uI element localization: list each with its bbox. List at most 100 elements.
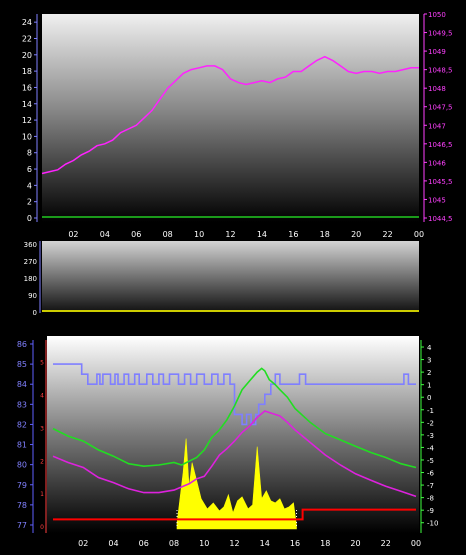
pressure-tick-label: 1048: [428, 85, 446, 93]
wind-tick-label: 12: [22, 116, 32, 125]
x-tick-label-bottom: 08: [169, 539, 179, 548]
direction-letter-w: W: [437, 260, 448, 273]
pressure-axis-label: Luftdruck: [374, 1, 426, 14]
pressure-line: [41, 55, 419, 175]
humidity-tick-label: 82: [17, 420, 27, 429]
rain-tick-label: 0: [40, 524, 44, 531]
wind-direction-plot-area: [42, 241, 419, 312]
weather-plot-area: [47, 336, 419, 533]
x-tick-label-bottom: 20: [350, 539, 360, 548]
solar-area: [176, 438, 297, 530]
temperature-tick-label: -7: [427, 482, 434, 490]
pressure-tick-label: 1045,5: [428, 178, 453, 186]
temperature-tick-label: 4: [427, 344, 432, 352]
rain-legend-label: Regen: [1, 321, 36, 334]
pressure-tick-label: 1047: [428, 122, 446, 130]
temperature-tick-label: -4: [427, 444, 435, 452]
temperature-legend-label: Temperatur: [312, 321, 377, 334]
humidity-tick-label: 84: [17, 380, 27, 389]
x-tick-label-bottom: 12: [229, 539, 239, 548]
x-tick-label-bottom: 02: [78, 539, 88, 548]
dewpoint-legend-label: Taupunkt: [395, 321, 447, 334]
x-tick-label-top: 22: [382, 230, 392, 239]
solar-legend-label: Solar: [119, 326, 148, 339]
x-tick-label-top: 04: [100, 230, 110, 239]
x-tick-label-bottom: 18: [320, 539, 330, 548]
direction-tick-label: 180: [24, 275, 37, 283]
chart-title: 24 hour graph day : Dezember 25 2024: [173, 1, 392, 14]
x-tick-label-top: 12: [225, 230, 235, 239]
direction-letter-o: O: [439, 294, 448, 307]
x-tick-label-top: 08: [163, 230, 173, 239]
wind-tick-label: 2: [27, 198, 32, 207]
rain-line: [53, 508, 416, 521]
temperature-tick-label: 1: [427, 382, 431, 390]
rain-tick-label: 4: [40, 393, 44, 400]
humidity-tick-label: 81: [17, 441, 27, 450]
wind-tick-label: 22: [22, 34, 32, 43]
wind-tick-label: 10: [22, 132, 32, 141]
x-tick-label-bottom: 14: [260, 539, 270, 548]
x-tick-label-top: 06: [131, 230, 141, 239]
direction-tick-label: 270: [24, 258, 37, 266]
x-tick-label-top: 14: [257, 230, 267, 239]
temperature-tick-label: 2: [427, 369, 431, 377]
x-tick-label-bottom: 04: [108, 539, 118, 548]
wind-axis-label: Windstärke: [34, 1, 96, 14]
direction-tick-label: 0: [33, 309, 37, 317]
pressure-tick-label: 1048,5: [428, 67, 453, 75]
wind-tick-label: 8: [27, 149, 32, 158]
pressure-tick-label: 1046,5: [428, 141, 453, 149]
x-tick-label-bottom: 00: [411, 539, 421, 548]
pressure-tick-label: 1049,5: [428, 30, 453, 38]
wind-tick-label: 18: [22, 67, 32, 76]
humidity-tick-label: 77: [17, 521, 27, 530]
humidity-legend-label: Luftfeuchte: [67, 321, 130, 334]
temperature-tick-label: 3: [427, 357, 431, 365]
temperature-tick-label: -9: [427, 507, 434, 515]
wind-tick-label: 6: [27, 165, 32, 174]
pressure-tick-label: 1044,5: [428, 215, 453, 223]
rain-tick-label: 2: [40, 458, 44, 465]
temperature-tick-label: -8: [427, 495, 434, 503]
direction-tick-label: 90: [28, 292, 37, 300]
pressure-tick-label: 1047,5: [428, 104, 453, 112]
temperature-tick-label: -2: [427, 419, 434, 427]
x-tick-label-bottom: 16: [290, 539, 300, 548]
wind-tick-label: 16: [22, 83, 32, 92]
pressure-tick-label: 1046: [428, 159, 446, 167]
temperature-tick-label: 0: [427, 394, 431, 402]
pressure-tick-label: 1049: [428, 48, 446, 56]
humidity-tick-label: 83: [17, 400, 27, 409]
direction-letter-n-bottom: N: [439, 312, 447, 325]
temperature-line: [52, 367, 417, 469]
x-tick-label-bottom: 06: [139, 539, 149, 548]
x-tick-label-top: 16: [288, 230, 298, 239]
wind-tick-label: 0: [27, 214, 32, 223]
rain-tick-label: 1: [40, 491, 44, 498]
pressure-tick-label: 1050: [428, 11, 446, 19]
direction-letter-s: S: [440, 278, 447, 291]
direction-tick-label: 360: [24, 241, 37, 249]
x-tick-label-top: 00: [414, 230, 424, 239]
wind-tick-label: 4: [27, 181, 32, 190]
temperature-tick-label: -10: [427, 520, 438, 528]
dewpoint-line: [52, 410, 417, 498]
x-tick-label-bottom: 22: [381, 539, 391, 548]
temperature-tick-label: -5: [427, 457, 434, 465]
x-tick-label-top: 10: [194, 230, 204, 239]
wind-tick-label: 20: [22, 51, 32, 60]
temperature-tick-label: -6: [427, 470, 435, 478]
humidity-line: [53, 363, 416, 426]
x-tick-label-bottom: 10: [199, 539, 209, 548]
humidity-tick-label: 79: [17, 481, 27, 490]
humidity-tick-label: 86: [17, 340, 27, 349]
rain-tick-label: 3: [40, 425, 44, 432]
humidity-tick-label: 78: [17, 501, 27, 510]
humidity-tick-label: 85: [17, 360, 27, 369]
x-tick-label-top: 20: [351, 230, 361, 239]
x-tick-label-top: 18: [320, 230, 330, 239]
wind-pressure-plot-area: [42, 14, 419, 222]
wind-tick-label: 24: [22, 18, 32, 27]
